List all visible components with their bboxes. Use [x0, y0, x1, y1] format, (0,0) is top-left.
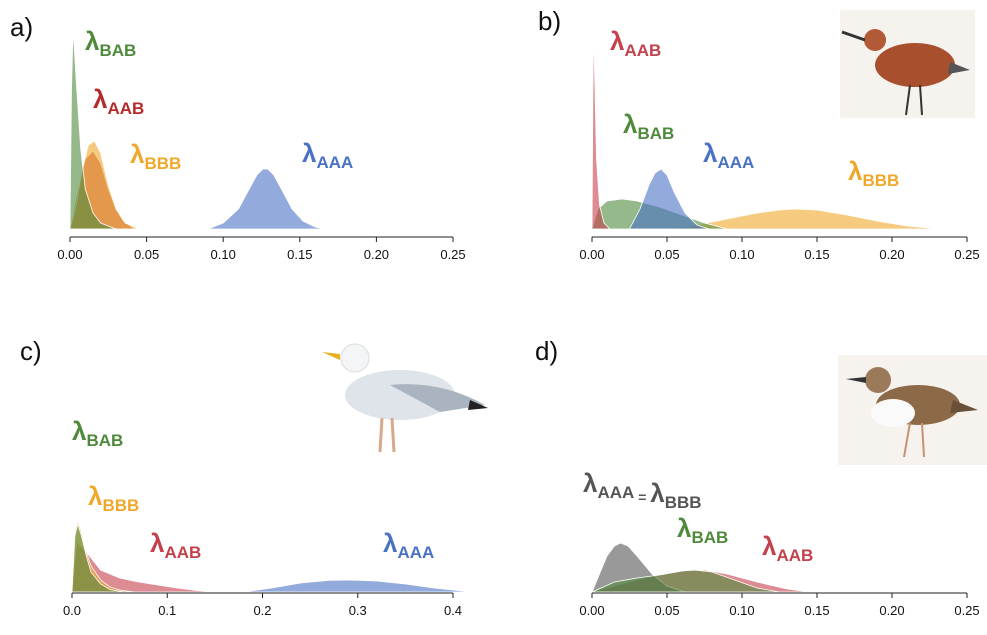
series-label: λAAB: [150, 528, 201, 562]
x-tick-label: 0.2: [253, 603, 271, 618]
density-area: [666, 208, 941, 230]
x-tick-label: 0.25: [954, 603, 979, 618]
density-area: [71, 522, 125, 593]
x-tick-label: 0.05: [654, 603, 679, 618]
x-tick-label: 0.15: [287, 247, 312, 262]
series-label: λBAB: [85, 26, 136, 60]
series-label: λAAB: [93, 84, 144, 118]
bird-illustration: [838, 355, 987, 465]
x-tick-label: 0.3: [349, 603, 367, 618]
panel-label: c): [20, 336, 42, 366]
x-tick-label: 0.10: [729, 247, 754, 262]
series-label: λAAA: [302, 138, 353, 172]
panel-label: b): [538, 6, 561, 36]
series-label: λAAB: [762, 531, 813, 565]
x-tick-label: 0.20: [879, 603, 904, 618]
x-tick-label: 0.05: [654, 247, 679, 262]
x-tick-label: 0.15: [804, 247, 829, 262]
series-label: λAAB: [610, 26, 661, 60]
x-tick-label: 0.10: [211, 247, 236, 262]
x-tick-label: 0.25: [440, 247, 465, 262]
x-tick-label: 0.1: [158, 603, 176, 618]
series-label: λAAA = λBBB: [583, 468, 702, 512]
x-tick-label: 0.20: [364, 247, 389, 262]
series-label: λBBB: [88, 481, 139, 515]
panel-label: d): [535, 336, 558, 366]
series-label: λBAB: [72, 416, 123, 450]
x-tick-label: 0.4: [444, 603, 462, 618]
x-tick-label: 0.10: [729, 603, 754, 618]
x-tick-label: 0.00: [579, 247, 604, 262]
x-tick-label: 0.15: [804, 603, 829, 618]
series-label: λBAB: [623, 109, 674, 143]
density-area: [69, 28, 117, 230]
density-area: [243, 579, 473, 593]
x-tick-label: 0.00: [579, 603, 604, 618]
series-label: λBBB: [130, 139, 181, 173]
density-area: [591, 28, 611, 230]
density-area: [591, 569, 780, 593]
bird-illustration: [322, 343, 488, 453]
x-tick-label: 0.25: [954, 247, 979, 262]
x-tick-label: 0.0: [63, 603, 81, 618]
bird-illustration: [840, 10, 975, 118]
panel-label: a): [10, 12, 33, 42]
series-label: λBAB: [677, 513, 728, 547]
x-tick-label: 0.20: [879, 247, 904, 262]
x-tick-label: 0.00: [57, 247, 82, 262]
series-label: λBBB: [848, 156, 899, 190]
series-label: λAAA: [703, 138, 754, 172]
x-tick-label: 0.05: [134, 247, 159, 262]
density-area: [628, 168, 710, 230]
series-label: λAAA: [383, 528, 434, 562]
density-area: [207, 168, 325, 230]
